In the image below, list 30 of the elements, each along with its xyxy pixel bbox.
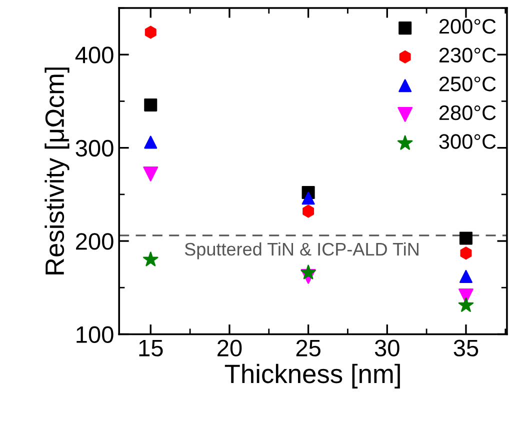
- y-tick-label: 300: [76, 140, 114, 157]
- legend-label: 250°C: [439, 76, 496, 92]
- x-tick-label: 15: [139, 340, 163, 356]
- point: [144, 26, 156, 39]
- point: [459, 232, 472, 245]
- x-tick-label: 20: [218, 340, 242, 356]
- point: [458, 288, 474, 304]
- legend-label: 280°C: [439, 105, 496, 120]
- y-axis-title: Resistivity [μΩcm]: [44, 68, 70, 274]
- legend-label: 200°C: [439, 18, 496, 34]
- y-tick-label: 200: [76, 233, 114, 250]
- legend-label: 300°C: [439, 134, 496, 149]
- point: [302, 204, 314, 218]
- point: [144, 98, 158, 112]
- point: [302, 192, 315, 205]
- point: [143, 252, 158, 266]
- x-axis-title: Thickness [nm]: [224, 364, 400, 388]
- x-tick-label: 35: [454, 340, 478, 356]
- x-tick-label: 30: [374, 340, 400, 356]
- y-tick-label: 400: [75, 46, 114, 64]
- ref-line-label: Sputtered TiN & ICP-ALD TiN: [184, 242, 418, 260]
- x-tick-label: 25: [296, 340, 320, 356]
- point: [459, 270, 472, 283]
- point: [144, 136, 158, 149]
- y-tick-label: 100: [76, 326, 114, 344]
- point: [143, 166, 158, 182]
- point: [460, 246, 472, 260]
- point: [458, 297, 474, 312]
- legend-label: 230°C: [439, 48, 496, 63]
- point: [300, 264, 316, 280]
